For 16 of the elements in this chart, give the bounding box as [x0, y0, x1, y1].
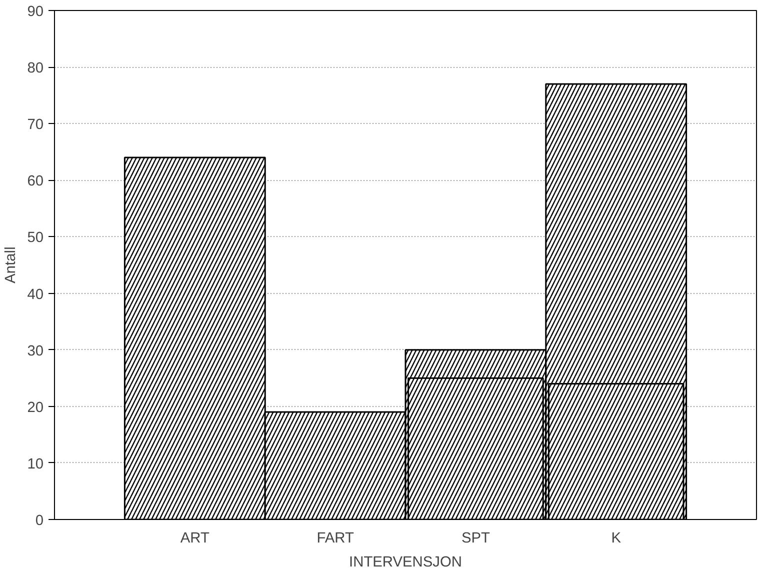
y-tick-label: 30: [27, 343, 44, 360]
y-tick-label: 60: [27, 174, 44, 190]
x-tick-label: SPT: [461, 530, 490, 546]
y-tick-label: 50: [27, 230, 44, 246]
x-tick-label: K: [611, 530, 622, 546]
y-tick-label: 90: [27, 4, 44, 20]
y-tick-label: 40: [27, 286, 44, 303]
y-tick-label: 10: [27, 456, 44, 472]
y-tick-label: 70: [27, 117, 44, 134]
y-axis-title: Antall: [3, 246, 20, 284]
y-tick-label: 80: [27, 60, 44, 77]
y-tick-label: 20: [27, 400, 44, 416]
y-tick-label: 0: [35, 513, 44, 529]
x-axis-title: INTERVENSJON: [349, 554, 462, 570]
x-tick-label: FART: [316, 530, 354, 546]
x-tick-label: ART: [180, 530, 210, 546]
